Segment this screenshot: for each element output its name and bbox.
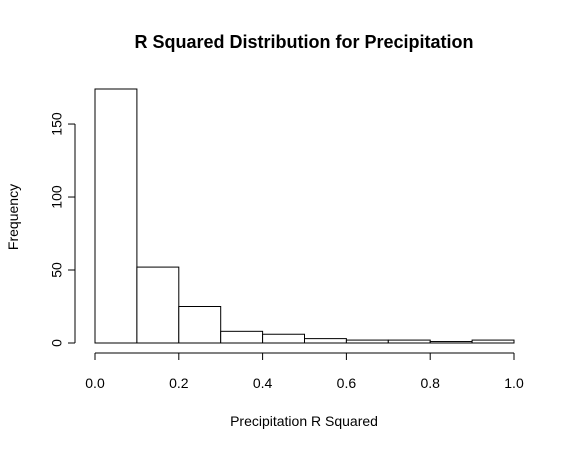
histogram-bar-6	[345, 339, 389, 344]
x-axis-tick-label-0: 0.0	[85, 375, 105, 391]
histogram-bar-0	[94, 88, 138, 344]
x-axis-tick-label-5: 1.0	[504, 375, 524, 391]
y-axis-tick-label-1: 50	[49, 262, 65, 278]
x-axis-label: Precipitation R Squared	[230, 413, 378, 429]
x-axis: 0.0 0.2 0.4 0.6 0.8 1.0	[85, 352, 524, 391]
y-axis-tick-label-2: 100	[49, 185, 65, 209]
y-axis-label: Frequency	[5, 184, 21, 250]
histogram-bars	[94, 88, 515, 344]
x-axis-tick-label-2: 0.4	[253, 375, 273, 391]
histogram-bar-9	[471, 339, 515, 344]
histogram-bar-8	[429, 341, 473, 344]
y-axis-tick-label-0: 0	[49, 339, 65, 347]
chart-title: R Squared Distribution for Precipitation	[134, 32, 473, 52]
histogram-bar-4	[262, 333, 306, 344]
y-axis-tick-label-3: 150	[49, 112, 65, 136]
x-axis-tick-label-3: 0.6	[337, 375, 357, 391]
histogram-bar-7	[387, 339, 431, 344]
y-axis: 0 50 100 150	[49, 112, 76, 347]
x-axis-tick-label-1: 0.2	[169, 375, 189, 391]
x-axis-tick-label-4: 0.8	[420, 375, 440, 391]
histogram-bar-5	[304, 338, 347, 344]
histogram-bar-2	[178, 306, 222, 344]
histogram-bar-3	[220, 330, 264, 344]
histogram-bar-1	[136, 266, 180, 344]
